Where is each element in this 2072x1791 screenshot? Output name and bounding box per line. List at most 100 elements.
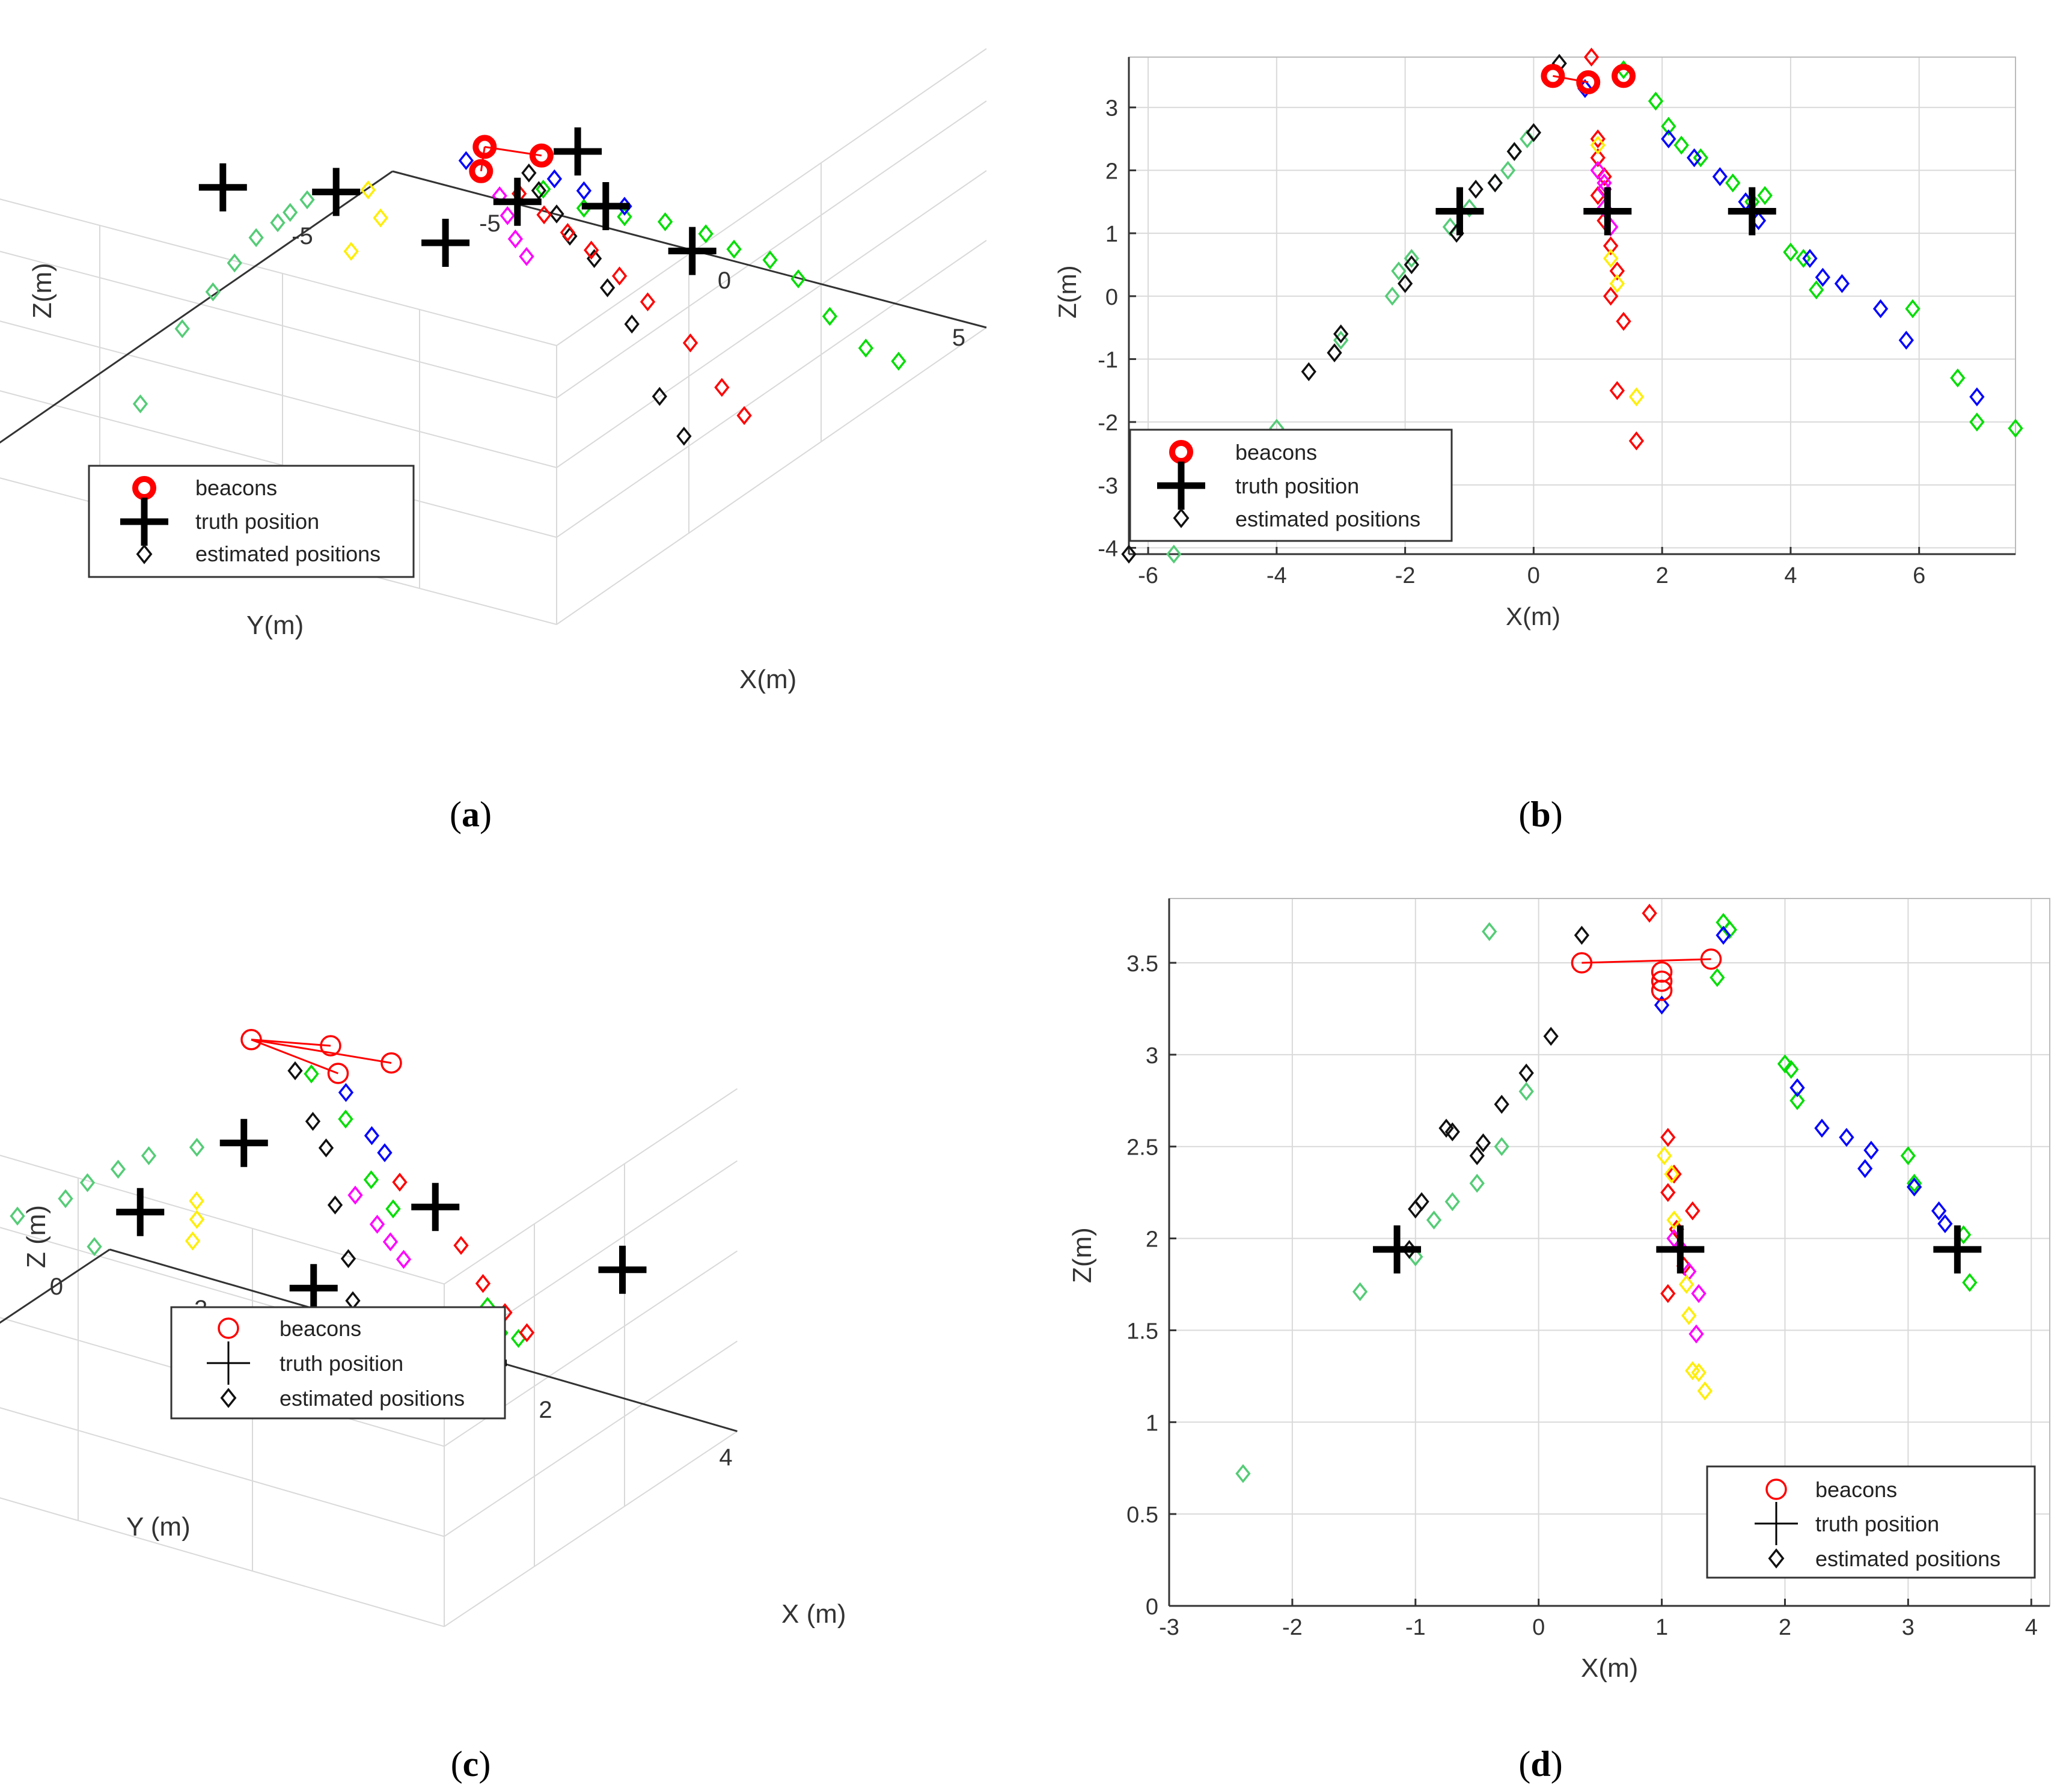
estimated-point — [640, 292, 656, 312]
panel-d-marks — [1235, 903, 1982, 1483]
estimated-point — [1697, 1381, 1713, 1401]
tick-label: 0 — [50, 1274, 63, 1300]
estimated-point — [10, 1206, 25, 1226]
legend-estimated-symbol — [1768, 1548, 1785, 1569]
estimated-point — [132, 394, 148, 413]
estimated-point — [546, 169, 563, 189]
box-gridline — [556, 170, 987, 468]
estimated-point — [1628, 431, 1645, 451]
panel-a-3d-scatter: -505-520-2-4 X(m) Y(m) Z(m) beacons trut… — [0, 48, 987, 694]
truth-marker — [198, 163, 247, 212]
estimated-point — [1526, 123, 1542, 142]
estimated-point — [1710, 968, 1725, 987]
beacon-marker — [240, 1029, 262, 1051]
beacon-marker — [1651, 980, 1673, 1001]
box-gridline — [0, 320, 557, 468]
estimated-point — [1408, 1199, 1423, 1219]
beacon-link — [251, 1039, 339, 1075]
estimated-point — [87, 1237, 102, 1257]
beacon-marker — [529, 143, 554, 168]
panel-b-ticks: -6 -4 -2 0 2 4 6 -4 -3 -2 -1 0 1 2 3 — [1098, 96, 1925, 588]
estimated-point — [1469, 1174, 1485, 1193]
panel-d-xlabel: X(m) — [1581, 1653, 1638, 1683]
tick-label: 4 — [719, 1444, 732, 1471]
estimated-point — [385, 1199, 401, 1219]
estimated-point — [1777, 1054, 1793, 1073]
box-gridline — [444, 1430, 738, 1628]
estimated-point — [1872, 299, 1889, 319]
x-tick-label: 4 — [1784, 563, 1797, 588]
estimated-point — [1783, 242, 1798, 262]
beacon-link — [251, 1039, 392, 1064]
tick-label: 0 — [718, 267, 731, 294]
estimated-point — [1444, 1192, 1460, 1212]
y-tick-label: 3.5 — [1126, 951, 1158, 977]
estimated-point — [1666, 1164, 1682, 1184]
estimated-point — [858, 338, 874, 358]
panel-c-legend-estimated: estimated positions — [280, 1386, 465, 1411]
estimated-point — [891, 352, 906, 371]
estimated-point — [283, 203, 298, 222]
estimated-point — [382, 1232, 399, 1252]
estimated-point — [1789, 1091, 1805, 1111]
estimated-point — [1166, 545, 1182, 564]
estimated-point — [1686, 148, 1702, 168]
estimated-point — [79, 1173, 96, 1192]
beacon-link — [1582, 958, 1711, 964]
caption-a: (a) — [450, 795, 492, 834]
panel-a-ylabel: Y(m) — [246, 611, 304, 640]
estimated-point — [340, 1249, 356, 1269]
x-tick-label: -4 — [1267, 563, 1287, 588]
estimated-point — [1397, 274, 1413, 293]
estimated-point — [475, 1274, 491, 1293]
estimated-point — [396, 1249, 412, 1269]
estimated-point — [1809, 280, 1824, 300]
estimated-point — [305, 1111, 321, 1131]
tick-label: 5 — [952, 325, 965, 351]
x-tick-label: 0 — [1527, 563, 1540, 588]
x-tick-label: -6 — [1138, 563, 1158, 588]
estimated-point — [698, 224, 714, 243]
panel-c-legend-estimated-marker — [220, 1388, 237, 1408]
estimated-point — [1494, 1137, 1509, 1156]
estimated-point — [392, 1173, 408, 1192]
x-tick-label: -3 — [1159, 1615, 1179, 1640]
x-tick-label: -1 — [1405, 1615, 1426, 1640]
estimated-point — [611, 266, 628, 286]
panel-c-legend-beacons: beacons — [280, 1316, 361, 1341]
y-tick-label: 2.5 — [1126, 1135, 1158, 1161]
y-tick-label: 0.5 — [1126, 1503, 1158, 1528]
y-tick-label: -3 — [1098, 474, 1118, 499]
caption-b: (b) — [1518, 795, 1562, 834]
estimated-point — [58, 1189, 73, 1209]
estimated-point — [549, 204, 564, 224]
axis-line — [0, 1248, 111, 1324]
caption-b-letter: b — [1530, 795, 1550, 834]
estimated-point — [227, 253, 242, 273]
panel-a-legend-estimated: estimated positions — [195, 542, 380, 566]
y-tick-label: 1 — [1146, 1411, 1158, 1436]
estimated-point — [1937, 1214, 1953, 1233]
truth-marker — [581, 182, 630, 230]
truth-marker — [668, 227, 717, 275]
estimated-point — [1301, 362, 1316, 382]
estimated-point — [1691, 1284, 1707, 1304]
estimated-point — [1609, 261, 1625, 281]
y-tick-label: 2 — [1146, 1227, 1158, 1252]
estimated-point — [270, 213, 286, 233]
truth-marker — [1373, 1225, 1422, 1274]
panel-b-legend-estimated-marker — [1173, 508, 1190, 528]
estimated-point — [1712, 167, 1728, 186]
estimated-point — [338, 1109, 353, 1129]
estimated-point — [1603, 249, 1619, 268]
y-tick-label: -2 — [1098, 410, 1118, 436]
estimated-point — [360, 180, 376, 200]
truth-marker — [1435, 187, 1484, 236]
x-tick-label: -2 — [1395, 563, 1416, 588]
beacon-link — [1553, 75, 1589, 84]
estimated-point — [1863, 1141, 1879, 1160]
caption-d: (d) — [1518, 1744, 1562, 1784]
legend-truth-symbol — [120, 498, 168, 546]
estimated-point — [714, 377, 730, 397]
estimated-point — [790, 269, 806, 288]
